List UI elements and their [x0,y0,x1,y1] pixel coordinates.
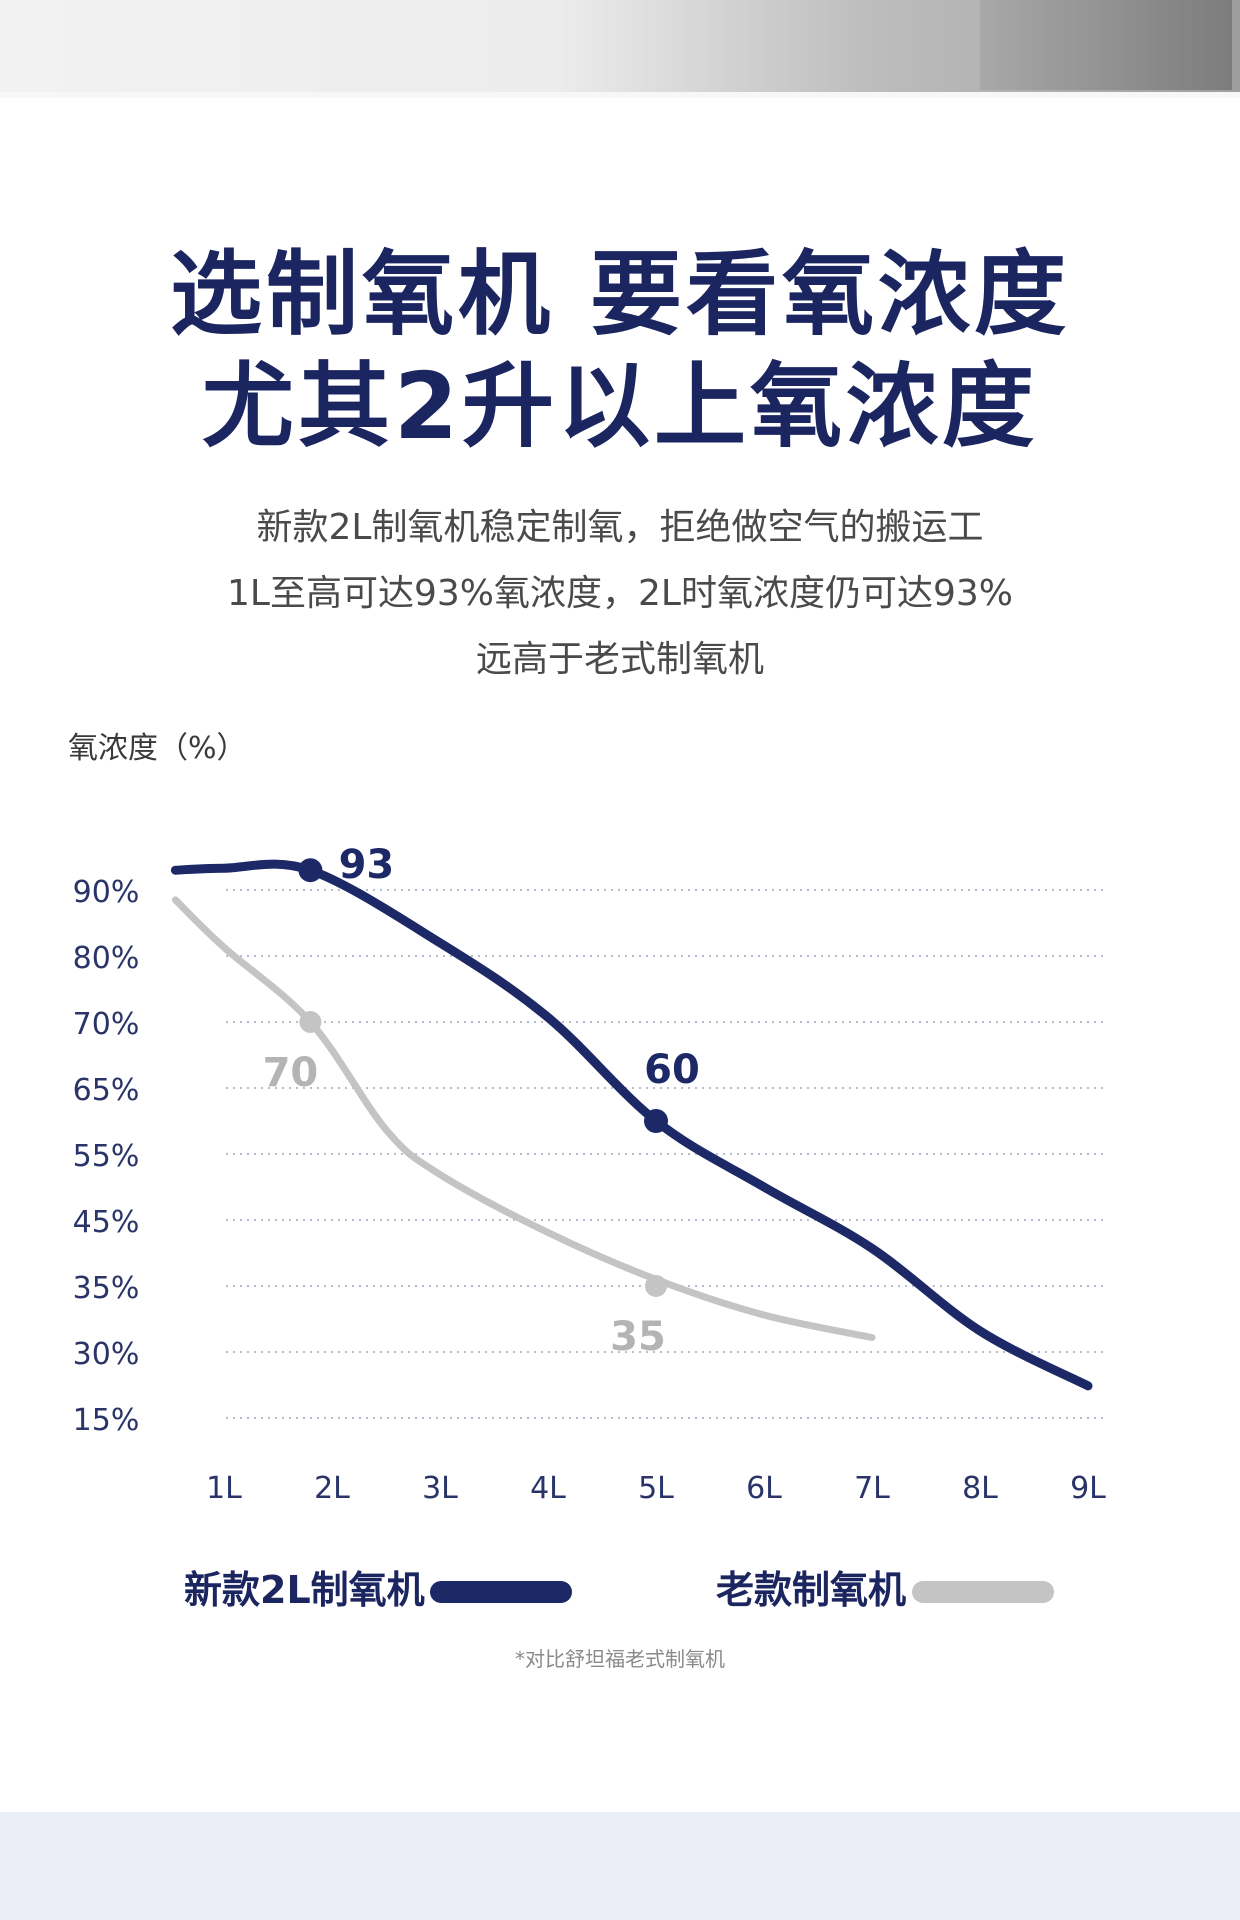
x-axis-ticks: 1L 2L 3L 4L 5L 6L 7L 8L 9L [206,1471,1106,1506]
data-label-old-model: 35 [610,1314,666,1360]
y-tick-label: 70% [73,1007,140,1042]
top-banner-divider [0,92,1240,98]
series-line-new-model [170,859,1093,1391]
headline-line-2: 尤其2升以上氧浓度 [201,353,1038,460]
y-tick-label: 35% [73,1271,140,1306]
top-banner-strip [0,0,1240,94]
highlight-dot-old-model [299,1011,322,1033]
y-tick-label: 15% [73,1403,140,1438]
x-tick-label: 4L [530,1471,566,1506]
x-tick-label: 5L [638,1471,674,1506]
highlight-dot-new-model [298,858,323,883]
grid-lines [226,889,1106,1419]
y-tick-label: 80% [73,941,140,976]
y-tick-label: 45% [73,1205,140,1240]
data-label-new-model: 60 [644,1047,700,1093]
series-lines [170,859,1093,1391]
data-label-new-model: 93 [339,842,395,888]
y-axis-ticks: 90% 80% 70% 65% 55% 45% 35% 30% 15% [73,875,140,1438]
y-tick-label: 65% [73,1073,140,1108]
series-line-old-model [171,896,876,1341]
x-tick-label: 8L [962,1471,998,1506]
subheadline-line-2: 1L至高可达93%氧浓度，2L时氧浓度仍可达93% [227,573,1013,614]
subheadline-line-1: 新款2L制氧机稳定制氧，拒绝做空气的搬运工 [256,507,984,548]
x-tick-label: 6L [746,1471,782,1506]
x-tick-label: 9L [1070,1471,1106,1506]
x-tick-label: 2L [314,1471,350,1506]
y-tick-label: 90% [73,875,140,910]
x-tick-label: 3L [422,1471,458,1506]
y-tick-label: 30% [73,1337,140,1372]
highlight-dot-old-model [645,1275,667,1297]
highlight-points: 93 60 70 35 [263,842,700,1360]
legend-new-model-swatch [430,1581,572,1603]
legend-new-model-label: 新款2L制氧机 [184,1568,425,1612]
y-tick-label: 55% [73,1139,140,1174]
subheadline-line-3: 远高于老式制氧机 [475,639,764,680]
y-axis-label: 氧浓度（%） [68,731,247,766]
data-label-old-model: 70 [263,1050,319,1096]
legend-old-model-label: 老款制氧机 [716,1568,907,1612]
x-tick-label: 7L [854,1471,890,1506]
comparison-footnote: *对比舒坦福老式制氧机 [515,1647,725,1671]
bottom-background-band [0,1812,1240,1920]
headline-line-1: 选制氧机 要看氧浓度 [169,241,1071,348]
oxygen-concentration-chart: 90% 80% 70% 65% 55% 45% 35% 30% 15% 1L 2L 3L 4L 5L 6L… [68,731,1106,1506]
legend-old-model-swatch [912,1581,1054,1603]
highlight-dot-new-model [644,1109,668,1133]
x-tick-label: 1L [206,1471,242,1506]
